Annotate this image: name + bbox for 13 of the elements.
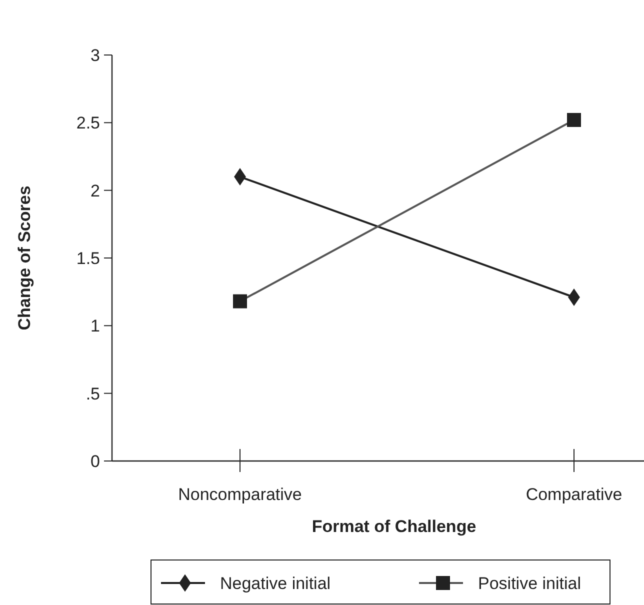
- x-axis-title: Format of Challenge: [312, 517, 476, 536]
- y-tick-label: 0: [90, 452, 100, 471]
- x-tick-label: Noncomparative: [178, 485, 302, 504]
- legend-label: Positive initial: [478, 574, 581, 593]
- y-tick-label: 2: [90, 181, 100, 200]
- y-tick-label: 1: [90, 316, 100, 336]
- y-axis-title: Change of Scores: [15, 186, 34, 330]
- y-tick-label: 1.5: [76, 248, 100, 268]
- y-tick-label: 2.5: [76, 114, 100, 133]
- legend-label: Negative initial: [220, 574, 331, 593]
- y-tick-label: .5: [86, 384, 100, 404]
- y-tick-label: 3: [90, 46, 100, 65]
- x-tick-label: Comparative: [526, 485, 622, 504]
